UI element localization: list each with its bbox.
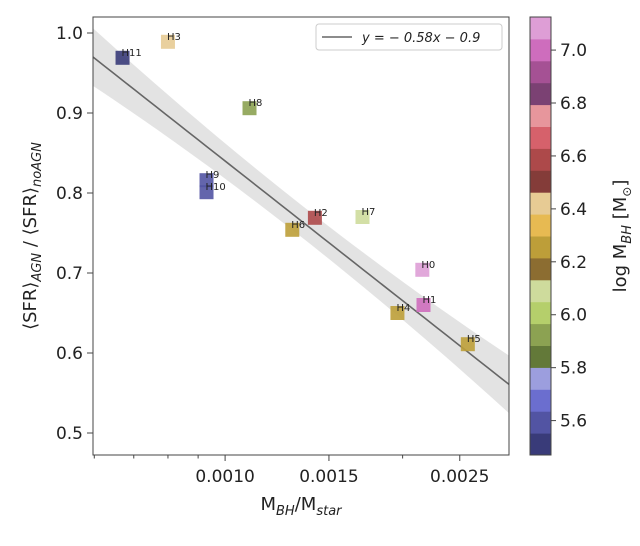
data-point-marker — [415, 262, 430, 277]
data-point-marker — [416, 298, 431, 312]
data-point-marker — [199, 173, 214, 188]
x-axis-label: MBH/Mstar — [260, 494, 343, 519]
colorbar-segment — [530, 389, 551, 412]
colorbar-segment — [530, 192, 551, 215]
colorbar-segment — [530, 82, 551, 106]
y-axis: 0.5 0.6 0.7 0.8 0.9 1.0 — [56, 24, 93, 444]
data-point-marker — [307, 210, 322, 225]
data-point-label: H3 — [167, 32, 181, 43]
colorbar-segment — [530, 236, 551, 259]
colorbar-tick-label: 6.4 — [560, 200, 587, 220]
data-point-label: H5 — [467, 334, 481, 345]
y-tick-label: 0.5 — [56, 424, 83, 444]
colorbar-segment — [530, 433, 551, 456]
data-point-marker — [242, 101, 257, 116]
x-tick-label: 0.0015 — [299, 467, 358, 487]
data-point-marker — [115, 50, 130, 65]
colorbar-tick-label: 6.0 — [560, 306, 587, 326]
data-point-marker — [460, 337, 475, 352]
data-point-label: H4 — [396, 303, 410, 314]
colorbar-segment — [530, 411, 551, 434]
colorbar-segment — [530, 38, 551, 62]
y-tick-label: 1.0 — [56, 24, 83, 44]
colorbar-tick-label: 6.6 — [560, 147, 587, 167]
colorbar-segment — [530, 104, 551, 127]
colorbar-segment — [530, 367, 551, 390]
y-tick-label: 0.6 — [56, 344, 83, 364]
colorbar-segment — [530, 214, 551, 237]
data-point-marker — [199, 185, 214, 200]
y-tick-label: 0.9 — [56, 104, 83, 124]
plot-frame — [92, 16, 510, 456]
colorbar-segment — [530, 257, 551, 281]
colorbar-segment — [530, 301, 551, 325]
fit-line-path — [92, 56, 510, 386]
colorbar-tick-label: 5.8 — [560, 359, 587, 379]
y-axis-label: ⟨SFR⟩AGN / ⟨SFR⟩noAGN — [20, 142, 45, 330]
x-tick-label: 0.0025 — [430, 467, 489, 487]
colorbar-segment — [530, 170, 551, 193]
legend-box — [315, 23, 503, 51]
colorbar-label: log MBH [M⊙] — [610, 180, 635, 293]
x-tick-label: 0.0010 — [195, 467, 254, 487]
colorbar-frame — [529, 16, 552, 456]
fit-line — [92, 56, 510, 386]
colorbar-segment — [530, 279, 551, 303]
legend-label: y = − 0.58x − 0.9 — [361, 31, 480, 46]
data-point-label: H0 — [421, 260, 435, 271]
colorbar-tick-label: 5.6 — [560, 412, 587, 432]
data-point-marker — [390, 306, 405, 320]
colorbar-segment — [530, 345, 551, 368]
colorbar-tick-label: 7.0 — [560, 41, 587, 61]
x-axis: 0.0010 0.0015 0.0025 — [93, 455, 490, 487]
data-point-label: H10 — [206, 182, 226, 193]
colorbar-segment — [530, 148, 551, 171]
data-point-label: H8 — [249, 98, 263, 109]
data-point-marker — [285, 222, 300, 237]
data-point-label: H11 — [122, 48, 142, 59]
colorbar-segment — [530, 323, 551, 346]
colorbar-segment — [530, 126, 551, 149]
y-tick-label: 0.7 — [56, 264, 83, 284]
colorbar-tick-label: 6.8 — [560, 94, 587, 114]
data-point-marker — [160, 34, 175, 49]
data-point-label: H9 — [206, 170, 220, 181]
colorbar-segment — [530, 60, 551, 84]
y-tick-label: 0.8 — [56, 184, 83, 204]
data-point-label: H7 — [361, 207, 375, 218]
data-point-label: H6 — [291, 220, 305, 231]
colorbar-segment — [530, 17, 551, 40]
data-point-label: H2 — [314, 208, 328, 219]
data-point-label: H1 — [423, 295, 437, 306]
legend: y = − 0.58x − 0.9 — [315, 23, 503, 51]
colorbar: 5.6 5.8 6.0 6.2 6.4 6.6 6.8 7.0 — [529, 16, 587, 456]
data-point-marker — [355, 210, 370, 224]
colorbar-tick-label: 6.2 — [560, 253, 587, 273]
